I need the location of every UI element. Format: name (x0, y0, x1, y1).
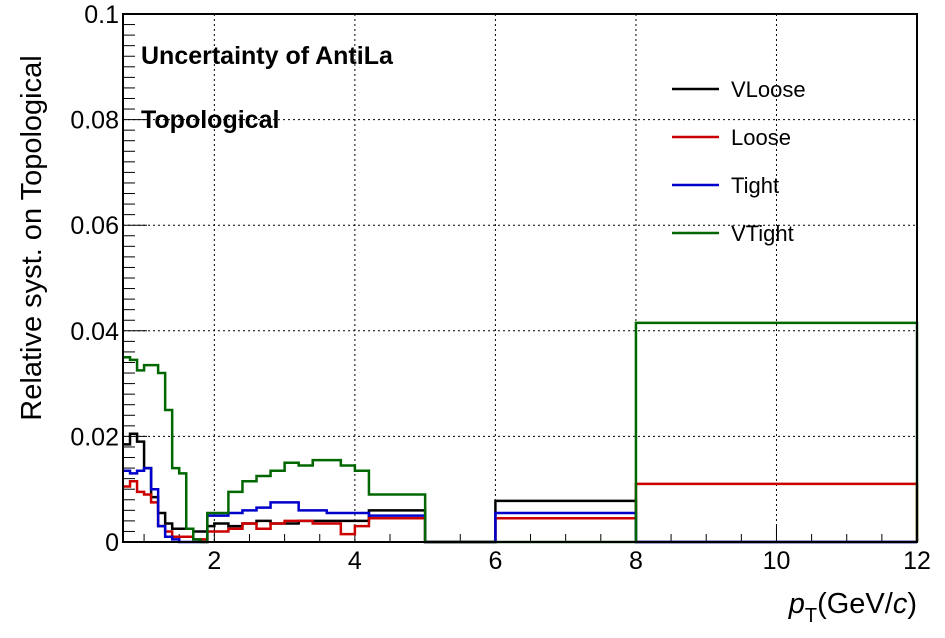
x-axis-title-unit-post: ) (907, 588, 917, 620)
annotation-subtitle: Topological (141, 106, 279, 134)
y-tick-label: 0.08 (70, 107, 119, 135)
y-tick-label: 0.1 (84, 1, 119, 29)
x-axis-title-symbol: p (788, 588, 805, 620)
legend-label-vtight: VTight (731, 221, 794, 246)
y-tick-labels: 0 0.02 0.04 0.06 0.08 0.1 (70, 1, 119, 557)
y-axis-title: Relative syst. on Topological (16, 55, 48, 420)
x-tick-label: 8 (629, 547, 643, 575)
series-line-tight (123, 466, 917, 544)
y-tick-label: 0 (105, 529, 119, 557)
x-axis-title-unit-var: c (893, 588, 908, 620)
x-tick-label: 2 (207, 547, 221, 575)
x-axis-title-unit-pre: (GeV/ (817, 588, 894, 620)
y-tick-label: 0.04 (70, 318, 119, 346)
plot-frame (122, 13, 918, 543)
x-axis-title: pT(GeV/c) (788, 588, 917, 627)
series-line-loose (123, 480, 919, 544)
x-tick-labels: 2 4 6 8 10 12 (207, 547, 931, 575)
series-line-vtight (123, 321, 919, 544)
y-tick-label: 0.02 (70, 423, 119, 451)
y-tick-label: 0.06 (70, 212, 119, 240)
x-tick-label: 10 (763, 547, 791, 575)
legend-label-loose: Loose (731, 125, 791, 150)
legend-label-tight: Tight (731, 173, 779, 198)
series-layer (123, 321, 919, 544)
x-tick-label: 6 (488, 547, 502, 575)
x-axis-title-subscript: T (805, 605, 817, 627)
x-tick-label: 12 (903, 547, 931, 575)
x-tick-label: 4 (348, 547, 362, 575)
annotation-title: Uncertainty of AntiLa (141, 42, 394, 70)
legend-label-vloose: VLoose (731, 77, 806, 102)
legend: VLoose Loose Tight VTight (672, 77, 806, 246)
